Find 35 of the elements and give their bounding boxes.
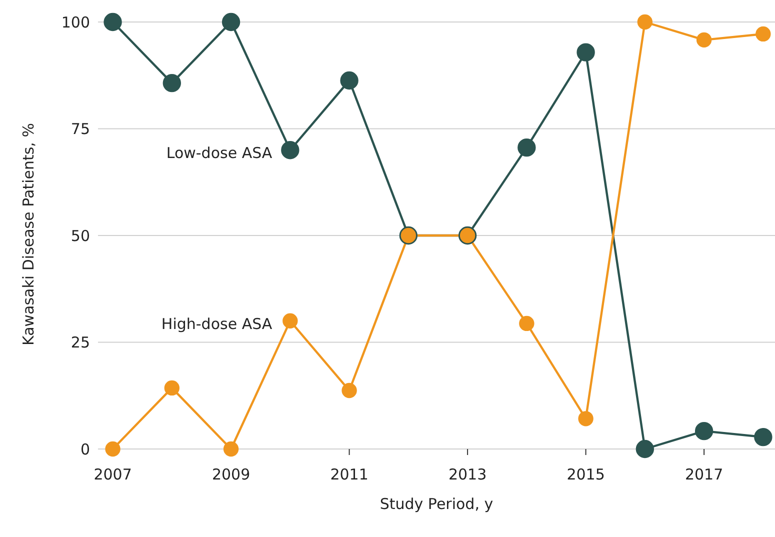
point bbox=[576, 43, 595, 62]
point bbox=[636, 440, 654, 458]
x-tick-label: 2013 bbox=[448, 466, 487, 484]
point bbox=[756, 26, 771, 42]
series-label: Low-dose ASA bbox=[166, 144, 273, 162]
point bbox=[281, 141, 300, 160]
x-tick-label: 2015 bbox=[566, 466, 605, 484]
x-tick-label: 2011 bbox=[330, 466, 368, 484]
point bbox=[637, 14, 653, 30]
point bbox=[754, 428, 772, 446]
y-axis-title: Kawasaki Disease Patients, % bbox=[19, 123, 38, 346]
point bbox=[694, 422, 714, 440]
point bbox=[164, 380, 180, 396]
y-tick-label: 0 bbox=[80, 440, 90, 458]
point bbox=[104, 12, 122, 32]
point bbox=[162, 74, 182, 92]
x-axis-title: Study Period, y bbox=[380, 495, 494, 513]
y-tick-label: 25 bbox=[70, 334, 90, 352]
point bbox=[222, 12, 240, 32]
x-tick-label: 2009 bbox=[212, 466, 250, 484]
point bbox=[282, 313, 298, 328]
point bbox=[518, 138, 536, 157]
x-tick-label: 2007 bbox=[94, 466, 132, 484]
y-tick-label: 75 bbox=[70, 120, 90, 138]
point bbox=[696, 32, 712, 48]
point bbox=[342, 382, 357, 398]
point bbox=[340, 71, 358, 90]
series-label: High-dose ASA bbox=[161, 314, 273, 333]
y-tick-label: 50 bbox=[70, 226, 90, 245]
x-tick-label: 2017 bbox=[684, 466, 724, 484]
y-tick-label: 100 bbox=[61, 13, 90, 32]
point bbox=[578, 411, 594, 426]
point bbox=[105, 441, 120, 457]
point bbox=[519, 316, 534, 332]
point bbox=[223, 441, 239, 457]
